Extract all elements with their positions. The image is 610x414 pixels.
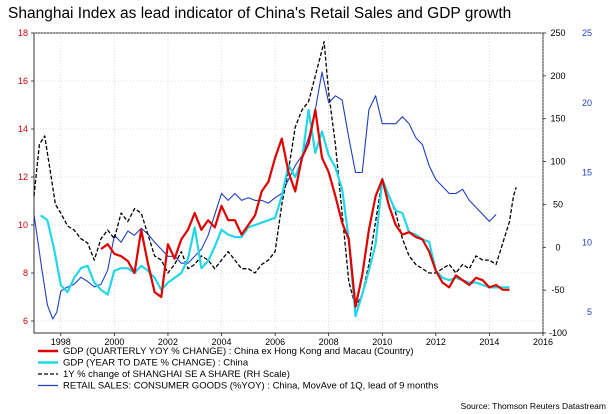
- chart-title: Shanghai Index as lead indicator of Chin…: [8, 5, 511, 22]
- right-axis-shanghai: -100 -50 0 50 100 150 200 250: [543, 28, 567, 338]
- plot-area: [33, 32, 544, 334]
- right-axis-retail: 5 10 15 20 25: [582, 28, 592, 317]
- x-tick-label: 2000: [104, 337, 124, 347]
- grid-lines: [34, 32, 544, 333]
- x-axis: 1998 2000 2002 2004 2006 2008 2010 2012 2014 2016: [51, 333, 553, 347]
- x-tick-label: 2004: [212, 337, 232, 347]
- right-tick-label-retail: 15: [582, 168, 592, 178]
- right-tick-label-shanghai: 50: [553, 199, 563, 209]
- right-tick-label-shanghai: 250: [550, 28, 565, 38]
- legend: GDP (QUARTERLY YOY % CHANGE) : China ex …: [38, 346, 438, 392]
- left-axis: 6 8 10 12 14 16 18: [18, 28, 34, 326]
- x-tick-label: 2002: [158, 337, 178, 347]
- left-tick-label: 16: [18, 76, 28, 86]
- x-tick-label: 2006: [265, 337, 285, 347]
- right-tick-label-shanghai: 200: [550, 71, 565, 81]
- right-tick-label-shanghai: -50: [551, 285, 564, 295]
- series-layer: [33, 40, 517, 320]
- legend-label: GDP (YEAR TO DATE % CHANGE) : China: [63, 358, 249, 369]
- right-tick-label-retail: 25: [582, 28, 592, 38]
- series-line-0: [100, 108, 510, 308]
- source-note: Source: Thomson Reuters Datastream: [461, 401, 606, 411]
- left-tick-label: 10: [18, 220, 28, 230]
- right-tick-label-retail: 10: [582, 237, 592, 247]
- x-tick-label: 2010: [372, 337, 392, 347]
- left-tick-label: 14: [18, 124, 28, 134]
- x-tick-label: 2016: [533, 337, 553, 347]
- right-tick-label-shanghai: 100: [550, 157, 565, 167]
- legend-label: GDP (QUARTERLY YOY % CHANGE) : China ex …: [63, 346, 414, 357]
- left-tick-label: 18: [18, 28, 28, 38]
- right-tick-label-shanghai: 150: [550, 114, 565, 124]
- right-tick-label-retail: 5: [587, 307, 592, 317]
- right-tick-label-shanghai: -100: [549, 328, 567, 338]
- legend-label: RETAIL SALES: CONSUMER GOODS (%YOY) : Ch…: [63, 381, 438, 392]
- left-tick-label: 12: [18, 172, 28, 182]
- x-tick-label: 2008: [319, 337, 339, 347]
- x-tick-label: 2012: [426, 337, 446, 347]
- left-tick-label: 6: [23, 316, 28, 326]
- series-line-2: [33, 40, 517, 308]
- left-tick-label: 8: [23, 268, 28, 278]
- x-tick-label: 2014: [479, 337, 499, 347]
- right-tick-label-shanghai: 0: [555, 242, 560, 252]
- x-tick-label: 1998: [51, 337, 71, 347]
- legend-label: 1Y % change of SHANGHAI SE A SHARE (RH S…: [63, 369, 290, 380]
- series-line-1: [40, 108, 510, 318]
- right-tick-label-retail: 20: [582, 98, 592, 108]
